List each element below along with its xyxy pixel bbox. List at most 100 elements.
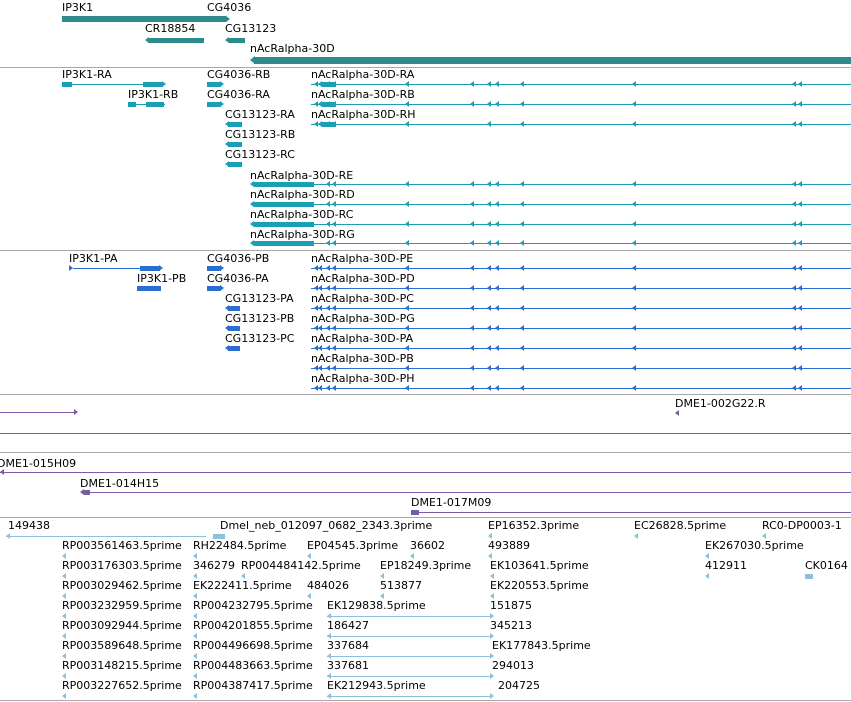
left-arrow-icon: [307, 553, 311, 559]
left-arrow-icon: [327, 673, 331, 679]
feature-label[interactable]: DME1-002G22.R: [675, 397, 766, 410]
feature-label[interactable]: CG13123-RC: [225, 148, 295, 161]
track-separator: [0, 452, 851, 453]
left-arrow-icon: [62, 633, 66, 639]
feature-label[interactable]: nAcRalpha-30D-PE: [311, 252, 414, 265]
feature-label[interactable]: IP3K1-PB: [137, 272, 187, 285]
left-arrow-icon: [487, 385, 491, 391]
left-arrow-icon: [792, 305, 796, 311]
feature-label[interactable]: CG13123: [225, 22, 277, 35]
feature-label[interactable]: RP004201855.5prime: [193, 619, 313, 632]
feature-label[interactable]: IP3K1-RA: [62, 68, 112, 81]
left-arrow-icon: [798, 385, 802, 391]
feature-label[interactable]: 294013: [492, 659, 534, 672]
feature-label[interactable]: RP003232959.5prime: [62, 599, 182, 612]
feature-label[interactable]: 493889: [488, 539, 530, 552]
feature-label[interactable]: 337684: [327, 639, 369, 652]
feature-label[interactable]: DME1-017M09: [411, 496, 492, 509]
feature-label[interactable]: IP3K1-PA: [69, 252, 118, 265]
feature-label[interactable]: nAcRalpha-30D-RG: [250, 228, 355, 241]
left-arrow-icon: [225, 345, 229, 351]
feature-label[interactable]: RP004232795.5prime: [193, 599, 313, 612]
feature-label[interactable]: 186427: [327, 619, 369, 632]
feature-label[interactable]: RC0-DP0003-1: [762, 519, 842, 532]
feature-label[interactable]: CR18854: [145, 22, 196, 35]
left-arrow-icon: [792, 325, 796, 331]
left-arrow-icon: [470, 285, 474, 291]
feature-label[interactable]: nAcRalpha-30D-PG: [311, 312, 415, 325]
feature-label[interactable]: RP004387417.5prime: [193, 679, 313, 692]
feature-label[interactable]: CG13123-RB: [225, 128, 296, 141]
left-arrow-icon: [318, 305, 322, 311]
feature-label[interactable]: EK103641.5prime: [490, 559, 589, 572]
feature-label[interactable]: DME1-015H09: [0, 457, 77, 470]
feature-label[interactable]: nAcRalpha-30D-PC: [311, 292, 414, 305]
feature-label[interactable]: CG13123-PB: [225, 312, 295, 325]
feature-label[interactable]: nAcRalpha-30D-PA: [311, 332, 414, 345]
feature-label[interactable]: CG13123-RA: [225, 108, 295, 121]
feature-label[interactable]: nAcRalpha-30D-RD: [250, 188, 355, 201]
feature-label[interactable]: 513877: [380, 579, 422, 592]
left-arrow-icon: [487, 305, 491, 311]
feature-label[interactable]: CG4036: [207, 1, 252, 14]
feature-label[interactable]: nAcRalpha-30D-RA: [311, 68, 415, 81]
feature-label[interactable]: CG13123-PC: [225, 332, 295, 345]
feature-label[interactable]: RP003176303.5prime: [62, 559, 182, 572]
feature-label[interactable]: nAcRalpha-30D-RB: [311, 88, 415, 101]
feature-label[interactable]: nAcRalpha-30D-PD: [311, 272, 415, 285]
feature-label[interactable]: nAcRalpha-30D-RH: [311, 108, 416, 121]
feature-label[interactable]: RP003561463.5prime: [62, 539, 182, 552]
feature-label[interactable]: DME1-014H15: [80, 477, 160, 490]
feature-label[interactable]: 346279: [193, 559, 235, 572]
feature-label[interactable]: RP003589648.5prime: [62, 639, 182, 652]
feature-label[interactable]: RP003227652.5prime: [62, 679, 182, 692]
left-arrow-icon: [332, 201, 336, 207]
left-arrow-icon: [405, 265, 409, 271]
feature-label[interactable]: EP04545.3prime: [307, 539, 399, 552]
left-arrow-icon: [520, 305, 524, 311]
feature-label[interactable]: EK220553.5prime: [490, 579, 589, 592]
feature-label[interactable]: RP004484142.5prime: [241, 559, 361, 572]
feature-label[interactable]: EK212943.5prime: [327, 679, 426, 692]
left-arrow-icon: [495, 285, 499, 291]
feature-label[interactable]: RP004496698.5prime: [193, 639, 313, 652]
feature-label[interactable]: nAcRalpha-30D-PB: [311, 352, 414, 365]
feature-label[interactable]: EK129838.5prime: [327, 599, 426, 612]
left-arrow-icon: [193, 693, 197, 699]
feature-label[interactable]: EK222411.5prime: [193, 579, 292, 592]
feature-label[interactable]: CG4036-PB: [207, 252, 270, 265]
feature-label[interactable]: 337681: [327, 659, 369, 672]
feature-label[interactable]: CG4036-PA: [207, 272, 269, 285]
feature-label[interactable]: nAcRalpha-30D-PH: [311, 372, 415, 385]
feature-label[interactable]: 412911: [705, 559, 747, 572]
feature-label[interactable]: IP3K1-RB: [128, 88, 179, 101]
feature-label[interactable]: RP003148215.5prime: [62, 659, 182, 672]
feature-label[interactable]: nAcRalpha-30D: [250, 42, 335, 55]
feature-label[interactable]: 345213: [490, 619, 532, 632]
feature-label[interactable]: RP004483663.5prime: [193, 659, 313, 672]
feature-label[interactable]: nAcRalpha-30D-RC: [250, 208, 354, 221]
feature-label[interactable]: EK177843.5prime: [492, 639, 591, 652]
feature-bar: [228, 306, 240, 311]
feature-label[interactable]: CK0164: [805, 559, 848, 572]
feature-label[interactable]: CG4036-RA: [207, 88, 270, 101]
feature-label[interactable]: 204725: [498, 679, 540, 692]
feature-label[interactable]: 151875: [490, 599, 532, 612]
feature-label[interactable]: 149438: [8, 519, 50, 532]
feature-label[interactable]: CG13123-PA: [225, 292, 294, 305]
feature-label[interactable]: CG4036-RB: [207, 68, 271, 81]
feature-label[interactable]: IP3K1: [62, 1, 94, 14]
left-arrow-icon: [250, 181, 254, 187]
feature-label[interactable]: 484026: [307, 579, 349, 592]
feature-label[interactable]: EP16352.3prime: [488, 519, 580, 532]
feature-label[interactable]: EP18249.3prime: [380, 559, 472, 572]
feature-label[interactable]: nAcRalpha-30D-RE: [250, 169, 354, 182]
feature-label[interactable]: EK267030.5prime: [705, 539, 804, 552]
feature-label[interactable]: EC26828.5prime: [634, 519, 727, 532]
feature-label[interactable]: RH22484.5prime: [193, 539, 287, 552]
feature-label[interactable]: RP003092944.5prime: [62, 619, 182, 632]
feature-label[interactable]: RP003029462.5prime: [62, 579, 182, 592]
left-arrow-icon: [487, 265, 491, 271]
feature-label[interactable]: Dmel_neb_012097_0682_2343.3prime: [220, 519, 433, 532]
feature-label[interactable]: 36602: [410, 539, 445, 552]
